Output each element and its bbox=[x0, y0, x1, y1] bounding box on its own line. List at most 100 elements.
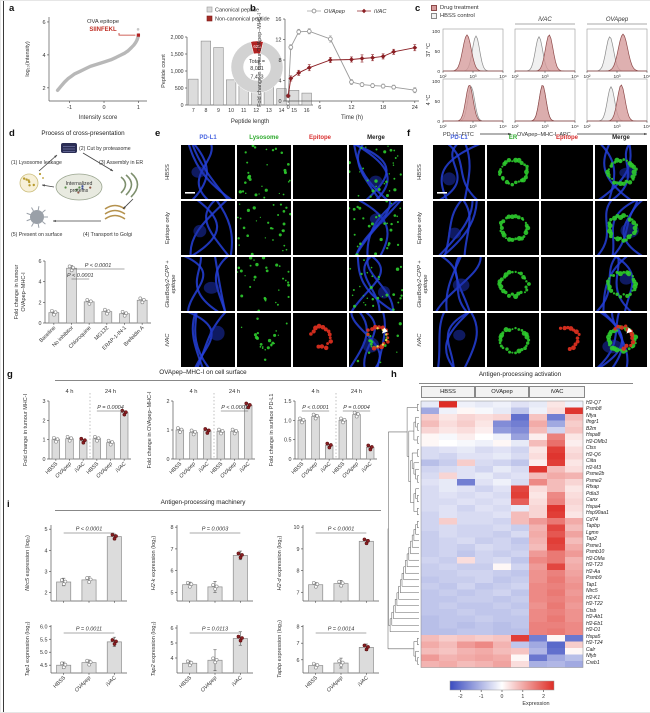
y-tick-label: 5 bbox=[45, 527, 48, 533]
heatmap-cell bbox=[511, 505, 529, 512]
heatmap-cell bbox=[493, 453, 511, 460]
heatmap-cell bbox=[439, 479, 457, 486]
membrane-strand bbox=[437, 313, 446, 367]
er-blob bbox=[506, 157, 512, 163]
lysosome-dot bbox=[349, 207, 351, 210]
heatmap-cell bbox=[421, 648, 439, 655]
colocalization-dot bbox=[376, 345, 379, 348]
heatmap-cell bbox=[547, 654, 565, 661]
y-axis-label: Fold change in tumour MHC-I bbox=[23, 393, 29, 466]
er-blob bbox=[628, 292, 632, 296]
heatmap-cell bbox=[565, 427, 583, 434]
heatmap-cell bbox=[439, 440, 457, 447]
lysosome-dot bbox=[249, 285, 252, 289]
lysosome-dot bbox=[259, 345, 262, 348]
membrane-strand bbox=[366, 201, 399, 255]
er-blob bbox=[499, 167, 502, 171]
heatmap-cell bbox=[529, 563, 547, 570]
data-dot-open bbox=[188, 584, 192, 589]
heatmap-cell bbox=[511, 401, 529, 408]
x-tick-label: 0 bbox=[102, 105, 105, 111]
membrane-strand bbox=[463, 313, 478, 367]
marker-diamond bbox=[370, 55, 375, 61]
panel-h-label: h bbox=[391, 369, 397, 380]
data-dot-open bbox=[69, 436, 74, 441]
heatmap-cell bbox=[457, 459, 475, 466]
epitope-dot bbox=[630, 339, 636, 345]
data-dot-open bbox=[63, 579, 68, 584]
heatmap-cell bbox=[439, 518, 457, 525]
data-dot-open bbox=[52, 312, 56, 317]
heatmap-cell bbox=[529, 446, 547, 453]
heatmap-cell bbox=[457, 485, 475, 492]
heatmap-cell bbox=[547, 583, 565, 590]
er-blob bbox=[609, 345, 615, 351]
marker-circle bbox=[328, 36, 333, 42]
heatmap-cell bbox=[421, 635, 439, 642]
nucleus-blob bbox=[442, 172, 456, 186]
data-dot-open bbox=[301, 418, 306, 422]
heatmap-cell bbox=[493, 570, 511, 577]
heatmap-cell bbox=[421, 641, 439, 648]
data-dot-red bbox=[238, 638, 243, 643]
er-blob bbox=[614, 157, 620, 163]
heatmap-cell bbox=[421, 433, 439, 440]
x-tick-label: 24 bbox=[412, 105, 418, 111]
heatmap-cell bbox=[511, 472, 529, 479]
er-blob bbox=[524, 334, 530, 340]
marker-diamond bbox=[380, 54, 386, 59]
y-tick-label: 1.0 bbox=[284, 418, 292, 424]
er-blob bbox=[633, 288, 637, 292]
marker-diamond bbox=[288, 76, 294, 81]
data-dot-open bbox=[189, 428, 194, 433]
colorbar-tick-label: 0 bbox=[501, 694, 504, 700]
data-dot-open bbox=[311, 412, 316, 417]
heatmap-cell bbox=[493, 615, 511, 622]
er-blob bbox=[611, 177, 614, 181]
x-cat-label: iVAC bbox=[115, 461, 128, 474]
er-blob bbox=[523, 230, 529, 236]
leak-dot bbox=[42, 177, 44, 179]
panel-f-label: f bbox=[407, 128, 411, 139]
membrane-strand bbox=[205, 201, 230, 255]
heatmap-cell bbox=[475, 453, 493, 460]
membrane-strand bbox=[215, 201, 234, 255]
x-tick-label: 0 bbox=[287, 105, 290, 111]
heatmap-cell bbox=[511, 498, 529, 505]
heatmap-cell bbox=[547, 485, 565, 492]
heatmap-cell bbox=[457, 602, 475, 609]
x-tick-label: 14 bbox=[279, 108, 285, 114]
heatmap-cell bbox=[511, 524, 529, 531]
flow-x-tick: 10³ bbox=[542, 74, 549, 80]
lysosome-dot bbox=[256, 317, 259, 321]
er-blob bbox=[626, 234, 632, 240]
er-blob bbox=[625, 293, 630, 298]
er-blob bbox=[510, 182, 515, 187]
heatmap-gene-label: Psme1 bbox=[586, 542, 602, 549]
e-micrograph-gluebody2-cpp-epitope-pd-l1 bbox=[181, 257, 235, 311]
data-dot-red bbox=[364, 541, 369, 546]
epitope-dot bbox=[573, 342, 578, 347]
membrane-strand bbox=[438, 201, 474, 255]
ylabel-rest: expression (log₂) bbox=[151, 621, 157, 664]
lysosome-dot bbox=[399, 207, 402, 210]
data-dot-open bbox=[67, 438, 72, 443]
heatmap-cell bbox=[475, 570, 493, 577]
f-micrograph-ivac-pd-l1 bbox=[433, 313, 485, 367]
lysosome-dot bbox=[374, 179, 378, 183]
bar bbox=[213, 47, 224, 106]
bar bbox=[188, 78, 199, 106]
series-line-iVAC bbox=[287, 47, 415, 96]
lysosome-dot bbox=[266, 163, 268, 166]
heatmap-cell bbox=[475, 427, 493, 434]
heatmap-cell bbox=[421, 661, 439, 668]
membrane-strand bbox=[363, 257, 381, 311]
er-blob bbox=[498, 341, 502, 345]
data-dot-open bbox=[52, 435, 56, 440]
heatmap-cell bbox=[475, 661, 493, 668]
heatmap-cell bbox=[511, 609, 529, 616]
heatmap-cell bbox=[439, 427, 457, 434]
heatmap-cell bbox=[439, 550, 457, 557]
heatmap-cell bbox=[547, 427, 565, 434]
lysosome-dot bbox=[386, 247, 389, 250]
